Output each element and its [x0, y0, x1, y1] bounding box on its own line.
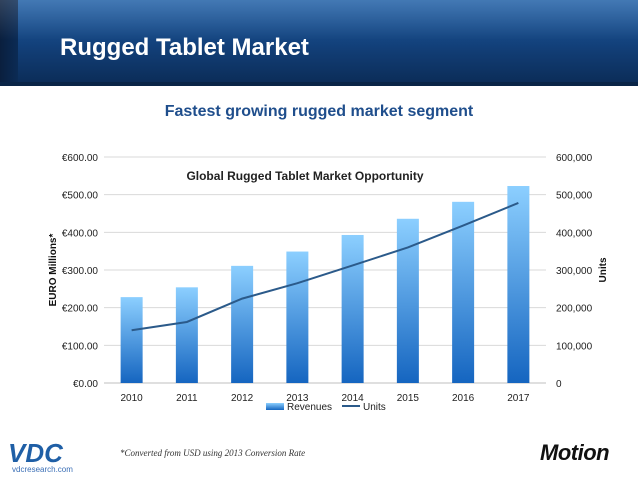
legend-revenues-swatch — [266, 403, 284, 410]
vdc-logo: VDC — [8, 440, 64, 466]
y-tick-label: €300.00 — [62, 266, 99, 277]
y2-tick-label: 400,000 — [556, 228, 593, 239]
y2-axis-title: Units — [598, 257, 609, 282]
banner-rule — [0, 82, 638, 86]
vdc-logo-text: VDC — [8, 440, 64, 466]
y-axis-title: EURO Millions* — [48, 234, 59, 307]
motion-logo: Motion — [540, 440, 610, 465]
y-tick-label: €600.00 — [62, 153, 99, 164]
chart-title: Global Rugged Tablet Market Opportunity — [186, 169, 423, 183]
y-tick-label: €0.00 — [73, 379, 98, 390]
conversion-footnote: *Converted from USD using 2013 Conversio… — [120, 448, 306, 458]
x-tick-label: 2013 — [286, 393, 309, 404]
x-tick-label: 2012 — [231, 393, 254, 404]
slide-title: Rugged Tablet Market — [60, 34, 309, 61]
banner-shine — [0, 0, 638, 40]
y2-tick-label: 100,000 — [556, 341, 593, 352]
x-tick-label: 2017 — [507, 393, 530, 404]
y2-tick-label: 300,000 — [556, 266, 593, 277]
legend-revenues-label: Revenues — [287, 402, 332, 413]
y2-tick-label: 0 — [556, 379, 562, 390]
revenue-bar — [452, 201, 475, 383]
revenue-bar — [175, 287, 198, 383]
x-tick-label: 2010 — [121, 393, 144, 404]
revenue-bar — [341, 234, 364, 383]
x-tick-label: 2016 — [452, 393, 475, 404]
y2-tick-label: 200,000 — [556, 304, 593, 315]
y-tick-label: €400.00 — [62, 228, 99, 239]
x-tick-label: 2015 — [397, 393, 420, 404]
revenue-bar — [120, 297, 143, 383]
x-tick-label: 2014 — [342, 393, 365, 404]
revenue-bar — [507, 186, 530, 383]
y-tick-label: €100.00 — [62, 341, 99, 352]
revenue-bar — [396, 218, 419, 383]
legend-units-label: Units — [363, 402, 386, 413]
y2-tick-label: 500,000 — [556, 191, 593, 202]
slide-subtitle: Fastest growing rugged market segment — [164, 103, 474, 120]
banner-left-edge — [0, 0, 18, 86]
x-tick-label: 2011 — [176, 393, 198, 404]
y-tick-label: €200.00 — [62, 304, 99, 315]
revenue-bar — [231, 265, 254, 383]
y-tick-label: €500.00 — [62, 191, 99, 202]
vdc-url: vdcresearch.com — [12, 465, 73, 474]
units-line — [131, 202, 519, 332]
revenue-bar — [286, 251, 309, 383]
y2-tick-label: 600,000 — [556, 153, 593, 164]
title-banner — [0, 0, 638, 86]
